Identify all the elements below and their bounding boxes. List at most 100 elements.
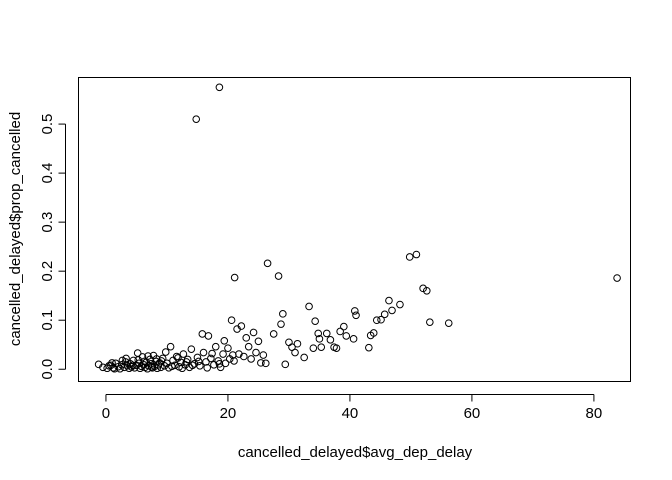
data-point [178, 364, 186, 373]
data-point [385, 296, 393, 305]
data-point [340, 322, 348, 331]
data-point [332, 344, 341, 352]
data-point [285, 338, 293, 347]
data-point [352, 311, 360, 320]
y-tick-label: 0.1 [39, 310, 56, 331]
data-point [166, 342, 175, 351]
data-point [198, 330, 207, 338]
data-points [94, 83, 621, 373]
data-point [322, 329, 331, 338]
data-point [192, 115, 201, 123]
data-point [219, 350, 227, 358]
data-point [263, 259, 272, 268]
data-point [171, 361, 179, 370]
data-point [261, 359, 270, 368]
data-point [187, 345, 196, 353]
data-point [254, 337, 263, 346]
data-point [422, 286, 431, 295]
y-axis-label: cancelled_delayed$prop_cancelled [7, 112, 24, 346]
data-point [122, 354, 130, 363]
data-point [193, 353, 202, 362]
x-tick-label: 40 [342, 405, 359, 422]
data-point [220, 337, 229, 345]
data-point [426, 318, 434, 326]
x-axis: 0 20 40 60 80 [102, 394, 603, 422]
data-point [317, 343, 326, 351]
data-point [215, 360, 224, 368]
data-point [369, 329, 378, 337]
data-point [216, 363, 225, 372]
data-point [210, 361, 218, 369]
y-tick-label: 0.5 [39, 114, 56, 135]
data-point [110, 364, 119, 373]
data-point [230, 273, 239, 282]
data-point [161, 348, 170, 356]
data-point [128, 361, 137, 370]
data-point [372, 316, 381, 325]
data-point [237, 322, 246, 330]
data-point [227, 316, 236, 325]
data-point [349, 335, 358, 343]
data-point [229, 351, 237, 359]
data-point [247, 355, 255, 363]
x-axis-label: cancelled_delayed$avg_dep_delay [238, 444, 473, 461]
x-tick-label: 20 [220, 405, 237, 422]
y-tick-label: 0.4 [39, 163, 56, 184]
data-point [279, 310, 287, 318]
data-point [380, 310, 389, 319]
data-point [444, 319, 453, 327]
data-point [342, 332, 351, 340]
y-axis: 0.0 0.1 0.2 0.3 0.4 0.5 [39, 114, 66, 380]
data-point [274, 272, 283, 280]
data-point [309, 344, 318, 352]
data-point [230, 357, 238, 365]
data-point [211, 342, 220, 351]
data-point [147, 362, 156, 371]
data-point [179, 350, 188, 358]
data-point [249, 328, 258, 337]
data-point [388, 306, 396, 315]
data-point [412, 250, 421, 259]
data-point [188, 361, 197, 370]
data-point [196, 362, 204, 370]
data-point [377, 315, 385, 324]
data-point [168, 362, 176, 371]
data-point [405, 253, 414, 261]
data-point [207, 354, 215, 363]
data-point [257, 359, 265, 367]
data-point [199, 348, 208, 357]
data-point [118, 356, 127, 365]
data-point [277, 320, 285, 328]
data-point [311, 317, 319, 325]
data-point [244, 342, 253, 351]
data-point [365, 343, 373, 352]
y-tick-label: 0.2 [39, 261, 56, 282]
data-point [172, 352, 181, 361]
data-point [281, 360, 290, 369]
plot-frame [78, 77, 631, 382]
x-tick-label: 0 [102, 405, 110, 422]
data-point [203, 363, 211, 372]
data-point [300, 353, 308, 362]
data-point [190, 360, 199, 368]
data-point [144, 352, 152, 360]
data-point [314, 329, 323, 338]
data-point [613, 274, 621, 282]
data-point [204, 332, 213, 340]
data-point [305, 302, 313, 311]
data-point [259, 351, 268, 359]
data-point [116, 364, 124, 373]
data-point [293, 339, 302, 348]
data-point [174, 354, 182, 362]
data-point [351, 307, 359, 315]
data-point [269, 330, 278, 338]
data-point [215, 83, 224, 92]
data-point [252, 348, 260, 357]
data-point [194, 357, 203, 366]
data-point [336, 327, 344, 336]
x-tick-label: 80 [586, 405, 603, 422]
data-point [239, 352, 248, 361]
data-point [152, 355, 161, 363]
data-point [157, 357, 166, 365]
